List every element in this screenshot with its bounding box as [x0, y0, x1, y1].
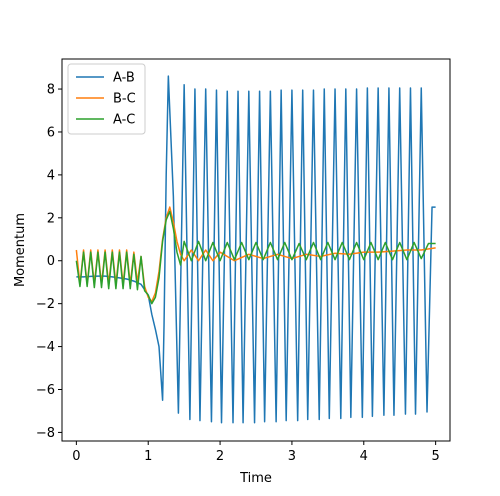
- legend-label: A-C: [113, 113, 135, 128]
- x-tick-label: 5: [431, 449, 439, 464]
- x-axis-label: Time: [239, 471, 272, 486]
- y-axis-label: Momentum: [13, 213, 28, 287]
- axes-frame: [61, 58, 451, 442]
- y-tick-label: 8: [47, 83, 55, 98]
- y-tick-label: −6: [36, 383, 55, 398]
- x-tick-label: 1: [144, 449, 152, 464]
- y-tick-label: 2: [47, 211, 55, 226]
- series-layer: [75, 75, 436, 424]
- y-tick-label: 0: [47, 254, 55, 269]
- series-line-a-c: [75, 210, 436, 305]
- y-tick-label: 6: [47, 125, 55, 140]
- x-axis-ticks: 0 1 2 3 4 5: [72, 441, 440, 464]
- x-tick-label: 4: [360, 449, 368, 464]
- legend-label: B-C: [113, 92, 136, 107]
- legend: A-B B-C A-C: [67, 63, 146, 135]
- x-tick-label: 0: [72, 449, 80, 464]
- legend-label: A-B: [113, 71, 135, 86]
- x-tick-label: 2: [216, 449, 224, 464]
- y-tick-label: −8: [36, 426, 55, 441]
- y-tick-label: −2: [36, 297, 55, 312]
- y-axis-ticks: −8 −6 −4 −2 0 2 4 6 8: [36, 83, 62, 441]
- legend-box: [67, 63, 146, 135]
- y-tick-label: −4: [36, 340, 55, 355]
- x-tick-label: 3: [288, 449, 296, 464]
- y-tick-label: 4: [47, 168, 55, 183]
